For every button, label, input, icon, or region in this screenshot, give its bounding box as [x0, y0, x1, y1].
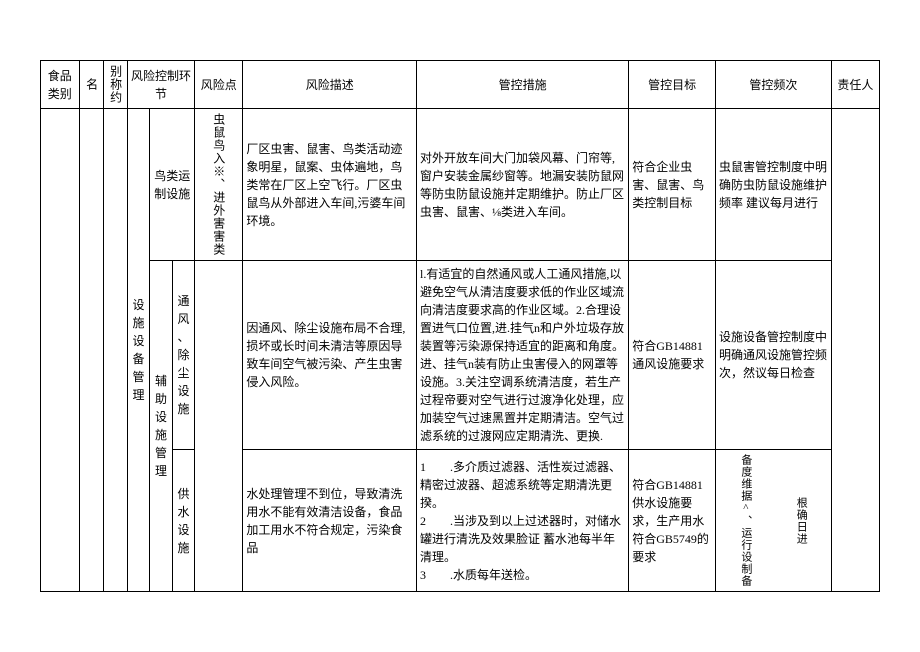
header-food-category: 食品类别 [41, 61, 80, 109]
header-target: 管控目标 [629, 61, 716, 109]
cell-risk-desc: 水处理管理不到位，导致清洗用水不能有效清洁设备，食品加工用水不符合规定，污染食品 [243, 450, 417, 592]
cell-responsible [831, 109, 879, 592]
header-risk-point: 风险点 [195, 61, 243, 109]
cell-env-sub-group: 辅助设施管理 [150, 261, 172, 592]
header-measure: 管控措施 [417, 61, 629, 109]
cell-risk-desc: 厂区虫害、鼠害、鸟类活动迹象明星，鼠案、虫体遍地，鸟类常在厂区上空飞行。厂区虫鼠… [243, 109, 417, 261]
cell-env-sub: 供水设施 [172, 450, 194, 592]
header-alias: 别称约 [103, 61, 127, 109]
cell-env-sub: 鸟类运制设施 [150, 109, 195, 261]
cell-measure: 对外开放车间大门加袋风幕、门帘等,窗户安装金属纱窗等。地漏安装防鼠网等防虫防鼠设… [417, 109, 629, 261]
table-row: 辅助设施管理 通风、除尘设施 因通风、除尘设施布局不合理,损坏或长时间未清洁等原… [41, 261, 880, 450]
cell-measure: 1 .多介质过滤器、活性炭过滤器、精密过波器、超滤系统等定期清洗更揆。 2 .当… [417, 450, 629, 592]
header-env: 风险控制环节 [127, 61, 194, 109]
header-responsible: 责任人 [831, 61, 879, 109]
header-name: 名 [79, 61, 103, 109]
cell-target: 符合GB14881通风设施要求 [629, 261, 716, 450]
cell-target: 符合GB14881供水设施要求，生产用水符合GB5749的要求 [629, 450, 716, 592]
cell-risk-desc: 因通风、除尘设施布局不合理,损坏或长时间未清洁等原因导致车间空气被污染、产生虫害… [243, 261, 417, 450]
cell-target: 符合企业虫害、鼠害、鸟类控制目标 [629, 109, 716, 261]
cell-alias [103, 109, 127, 592]
cell-risk-point [195, 261, 243, 592]
header-risk-desc: 风险描述 [243, 61, 417, 109]
cell-freq: 虫鼠害管控制度中明确防虫防鼠设施维护频率 建议每月进行 [715, 109, 831, 261]
header-freq: 管控频次 [715, 61, 831, 109]
table-row: 设施设备管理 鸟类运制设施 虫鼠鸟入※、进外害害类 厂区虫害、鼠害、鸟类活动迹象… [41, 109, 880, 261]
cell-freq: 设施设备管控制度中明确通风设施管控频次，然议每日检查 [715, 261, 831, 450]
cell-env-main: 设施设备管理 [127, 109, 149, 592]
cell-name [79, 109, 103, 592]
cell-food-category [41, 109, 80, 592]
cell-risk-point: 虫鼠鸟入※、进外害害类 [195, 109, 243, 261]
cell-env-sub: 通风、除尘设施 [172, 261, 194, 450]
cell-freq: 备度维据^、运行设制备 根确日进 [715, 450, 831, 592]
risk-control-table: 食品类别 名 别称约 风险控制环节 风险点 风险描述 管控措施 管控目标 管控频… [40, 60, 880, 592]
cell-measure: l.有适宜的自然通风或人工通风措施,以避免空气从清洁度要求低的作业区域流向清洁度… [417, 261, 629, 450]
